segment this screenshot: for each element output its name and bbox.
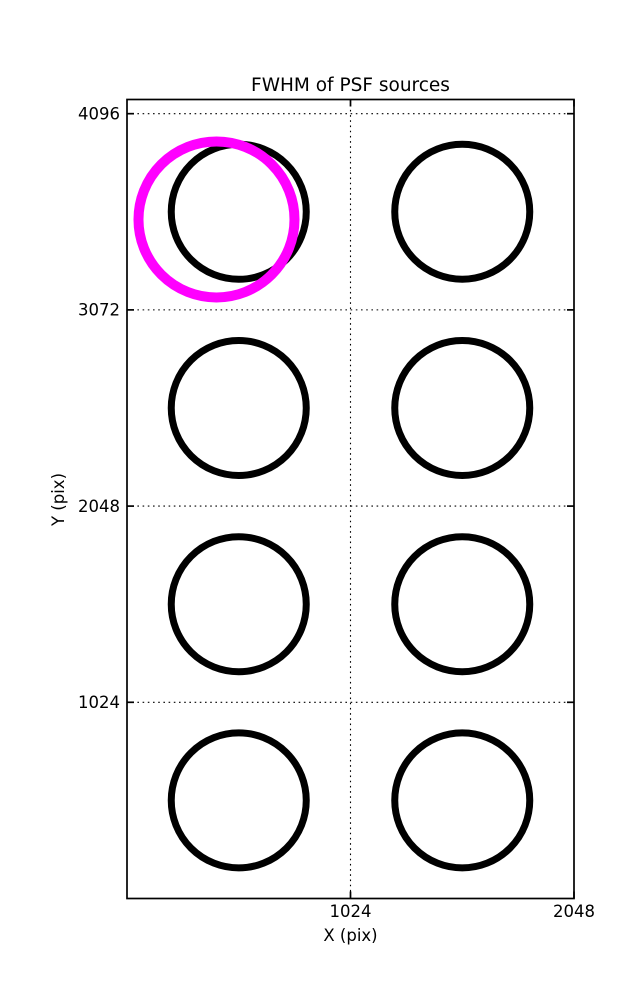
x-tick-label: 1024 bbox=[330, 902, 372, 921]
axes-frame-layer bbox=[126, 98, 575, 900]
psf-sources-marker bbox=[391, 140, 534, 283]
psf-sources-marker bbox=[391, 336, 534, 479]
psf-sources-marker bbox=[167, 336, 310, 479]
psf-sources-marker bbox=[391, 533, 534, 676]
y-axis-label: Y (pix) bbox=[49, 473, 68, 527]
marker-layer bbox=[133, 136, 534, 872]
x-tick-label: 2048 bbox=[553, 902, 595, 921]
psf-sources-marker bbox=[167, 533, 310, 676]
y-tick-label: 2048 bbox=[78, 497, 120, 516]
highlighted-source-marker bbox=[133, 136, 300, 303]
psf-sources-marker bbox=[391, 729, 534, 872]
tick-label-layer: 1024 2048 3072 4096 1024 2048 bbox=[78, 104, 595, 921]
y-tick-label: 3072 bbox=[78, 301, 120, 320]
grid-layer bbox=[127, 99, 574, 899]
y-tick-label: 4096 bbox=[78, 104, 120, 123]
y-tick-label: 1024 bbox=[78, 693, 120, 712]
psf-sources-marker bbox=[167, 729, 310, 872]
x-axis-label: X (pix) bbox=[323, 926, 377, 945]
plot-title: FWHM of PSF sources bbox=[251, 75, 450, 96]
